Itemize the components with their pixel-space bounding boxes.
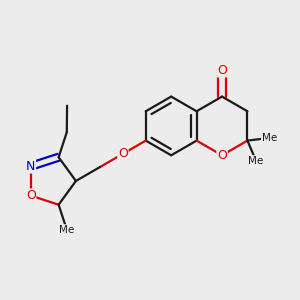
Text: O: O — [118, 147, 128, 160]
Text: O: O — [217, 149, 227, 162]
Text: O: O — [26, 189, 36, 202]
Text: Me: Me — [262, 133, 277, 143]
Text: Me: Me — [248, 156, 264, 166]
Text: Me: Me — [59, 225, 74, 235]
Text: O: O — [217, 64, 227, 77]
Text: N: N — [26, 160, 35, 173]
